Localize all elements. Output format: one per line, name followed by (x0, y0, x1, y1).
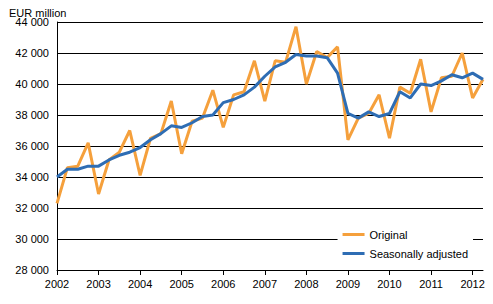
svg-text:2008: 2008 (294, 278, 318, 290)
svg-text:EUR million: EUR million (9, 7, 66, 19)
svg-text:2003: 2003 (86, 278, 110, 290)
svg-text:2010: 2010 (377, 278, 401, 290)
svg-text:40 000: 40 000 (15, 78, 49, 90)
svg-text:28 000: 28 000 (15, 264, 49, 276)
svg-text:2006: 2006 (211, 278, 235, 290)
svg-text:2012: 2012 (460, 278, 484, 290)
svg-text:30 000: 30 000 (15, 233, 49, 245)
svg-text:44 000: 44 000 (15, 16, 49, 28)
svg-text:42 000: 42 000 (15, 47, 49, 59)
svg-text:Seasonally adjusted: Seasonally adjusted (370, 248, 468, 260)
svg-text:2005: 2005 (169, 278, 193, 290)
svg-text:2007: 2007 (253, 278, 277, 290)
svg-text:38 000: 38 000 (15, 109, 49, 121)
svg-text:32 000: 32 000 (15, 202, 49, 214)
svg-text:36 000: 36 000 (15, 140, 49, 152)
svg-text:2002: 2002 (45, 278, 69, 290)
svg-text:2011: 2011 (419, 278, 443, 290)
svg-text:Original: Original (370, 229, 408, 241)
svg-text:34 000: 34 000 (15, 171, 49, 183)
svg-text:2009: 2009 (336, 278, 360, 290)
svg-text:2004: 2004 (128, 278, 152, 290)
